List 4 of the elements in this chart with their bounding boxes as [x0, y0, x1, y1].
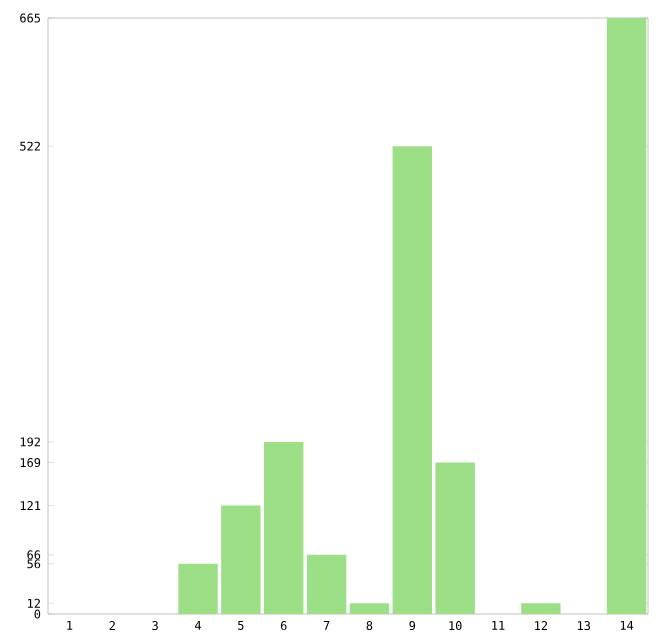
- bar: [521, 603, 561, 614]
- bar: [306, 554, 347, 614]
- bar: [349, 603, 390, 614]
- bar: [606, 17, 647, 614]
